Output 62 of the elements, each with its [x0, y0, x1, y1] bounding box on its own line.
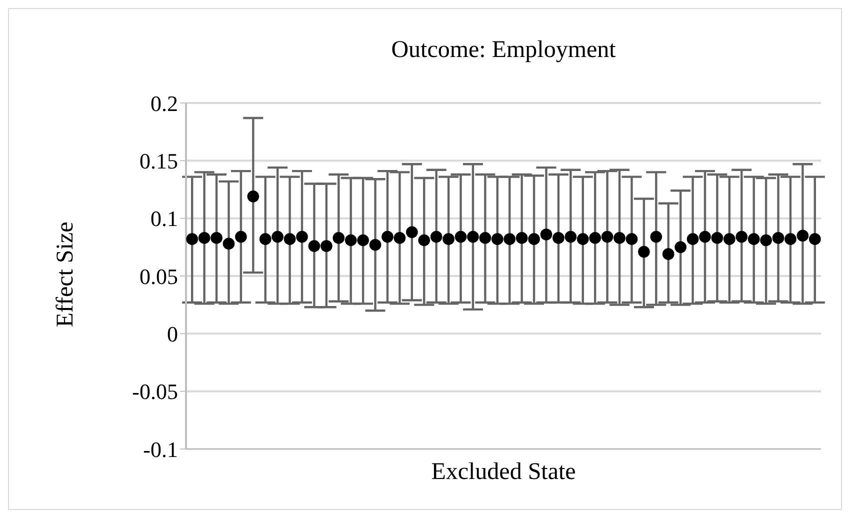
point [247, 190, 260, 202]
y-tick-label: 0.1 [150, 206, 178, 232]
point [344, 234, 357, 246]
point [760, 234, 772, 246]
point [564, 230, 577, 243]
point [222, 238, 235, 250]
point [394, 232, 406, 244]
point [430, 230, 442, 243]
y-tick-label: 0.2 [150, 90, 178, 116]
point [589, 232, 602, 244]
point [357, 234, 369, 246]
point [454, 230, 467, 243]
point [723, 233, 736, 245]
point [369, 238, 382, 251]
point [406, 226, 418, 238]
point [210, 232, 222, 244]
point [296, 230, 308, 243]
point [601, 230, 614, 243]
point [614, 232, 626, 244]
point [516, 232, 528, 244]
point [198, 232, 210, 244]
point [638, 246, 650, 258]
point [796, 230, 809, 242]
point [442, 233, 454, 245]
y-tick-label: 0.15 [140, 148, 178, 174]
point [662, 248, 674, 260]
point [699, 230, 711, 243]
y-tick-label: 0 [167, 321, 178, 346]
point [552, 232, 564, 244]
point [504, 233, 516, 245]
point [686, 233, 699, 245]
point [808, 233, 821, 245]
point [467, 230, 479, 243]
point [748, 233, 760, 245]
point [491, 233, 504, 245]
point [784, 233, 796, 245]
point [674, 241, 686, 254]
point [308, 240, 320, 252]
y-tick-label: -0.05 [132, 379, 178, 404]
point [736, 230, 748, 243]
point [272, 230, 284, 243]
point [650, 230, 662, 243]
point [540, 228, 552, 240]
point [772, 232, 784, 244]
chart-title: Outcome: Employment [390, 37, 617, 64]
point [320, 240, 332, 252]
point [186, 233, 198, 245]
point [479, 232, 492, 244]
y-axis-title: Effect Size [52, 220, 80, 330]
point [576, 233, 589, 245]
y-tick-label: -0.1 [143, 436, 178, 462]
point [528, 233, 540, 245]
point [332, 232, 345, 244]
point [711, 232, 724, 244]
point [382, 230, 394, 243]
point [626, 233, 638, 245]
point [418, 234, 430, 246]
y-tick-label: 0.05 [140, 264, 178, 289]
x-axis-title: Excluded State [430, 459, 577, 486]
point [235, 230, 247, 243]
point [284, 233, 296, 245]
point [259, 233, 272, 245]
